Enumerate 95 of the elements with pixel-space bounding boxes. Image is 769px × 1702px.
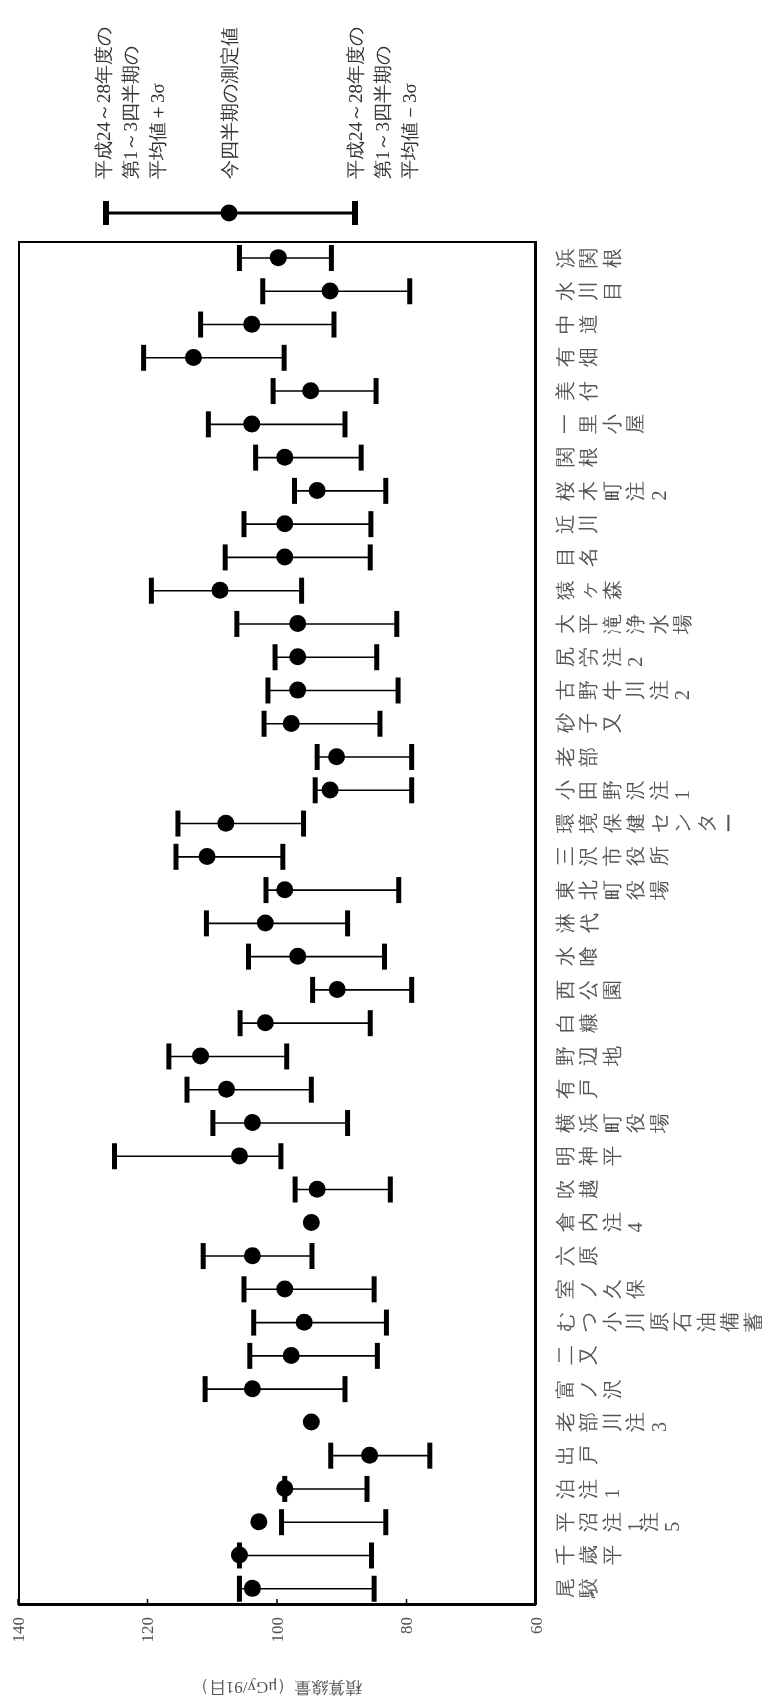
y-tick-label: 明神平 (554, 1142, 623, 1166)
point (276, 515, 294, 533)
point (282, 714, 300, 732)
y-tick-label: 白糠 (554, 1009, 600, 1033)
y-tick-label: 小田野沢注1 (554, 776, 694, 800)
point (230, 1546, 248, 1564)
y-tick-label: 美付 (554, 377, 600, 402)
point (276, 1280, 294, 1298)
y-tick-label: 水喰 (554, 942, 600, 967)
x-tick-label: 60 (526, 1617, 546, 1634)
y-tick-label: むつ小川原石油備蓄 (554, 1308, 764, 1333)
point (243, 415, 261, 433)
point (269, 249, 287, 267)
y-tick-label: 浜関根 (554, 244, 623, 268)
point (289, 648, 307, 666)
point (302, 1413, 320, 1431)
y-tick-label: 二又 (554, 1341, 600, 1366)
y-tick-label: 野辺地 (554, 1042, 623, 1068)
point (217, 814, 235, 832)
point (328, 748, 346, 766)
y-tick-label: 横浜町役場 (554, 1109, 670, 1134)
point (308, 482, 326, 500)
point (243, 1579, 261, 1597)
point (321, 781, 339, 799)
y-tick-label: 桜木町注2 (554, 477, 670, 501)
point (289, 681, 307, 699)
y-tick-label: 六原 (554, 1242, 600, 1266)
text: 今四半期の測定値 (218, 27, 240, 179)
x-axis-title: 積算線量（μGy/91日） (191, 1677, 363, 1697)
point (276, 881, 294, 899)
point (276, 448, 294, 466)
point (192, 1047, 210, 1065)
y-tick-label: 砂子又 (554, 709, 623, 735)
y-tick-label: 老部川注3 (554, 1408, 670, 1433)
text: 第1～3四半期の (119, 46, 141, 179)
point (289, 947, 307, 965)
point (302, 382, 320, 400)
y-tick-label: 東北町役場 (554, 876, 670, 901)
y-tick-label: 近川 (554, 510, 600, 534)
y-tick-label: 老部 (554, 743, 600, 767)
x-tick-label: 100 (267, 1617, 287, 1643)
y-tick-label: 水川目 (554, 277, 623, 301)
y-tick-label: 猿ヶ森 (554, 576, 623, 601)
y-tick-label: 中道 (554, 310, 600, 335)
x-tick-label: 120 (138, 1617, 157, 1643)
point (308, 1180, 326, 1198)
point (243, 1247, 261, 1265)
y-tick-label: 出戸 (554, 1441, 600, 1466)
point (184, 348, 202, 366)
y-tick-label: 尾駮 (554, 1574, 600, 1600)
point (276, 548, 294, 566)
point (361, 1446, 379, 1464)
y-tick-label: 尻労注2 (554, 643, 647, 667)
y-tick-label: 一里小屋 (554, 410, 647, 434)
y-tick-label: 古野牛川注2 (554, 676, 694, 701)
y-tick-label: 関根 (554, 443, 600, 468)
y-tick-label: 倉内注4 (554, 1208, 647, 1233)
text: 平成24～28年度の (344, 27, 366, 179)
y-tick-label: 大平滝浄水場 (554, 610, 694, 635)
y-tick-label: 有畑 (554, 343, 600, 368)
point (276, 1480, 294, 1498)
point (328, 981, 346, 999)
point (302, 1213, 320, 1231)
point (211, 581, 229, 599)
y-tick-label: 三沢市役所 (554, 842, 670, 867)
point (321, 282, 339, 300)
point (282, 1346, 300, 1364)
y-tick-label: 千歳平 (554, 1541, 623, 1566)
text: 平均値－3σ (398, 83, 420, 179)
y-tick-label: 目名 (554, 543, 600, 568)
x-tick-label: 140 (8, 1617, 28, 1643)
y-tick-label: 吹越 (554, 1175, 600, 1200)
y-tick-label: 環境保健センター (554, 809, 741, 835)
point (289, 615, 307, 633)
y-tick-label: 有戸 (554, 1075, 600, 1100)
text: 平均値＋3σ (146, 83, 168, 179)
point (250, 1513, 268, 1531)
point (243, 315, 261, 333)
y-tick-label: 西公園 (554, 976, 623, 1000)
y-tick-label: 平沼注1注5 (554, 1508, 684, 1532)
point (295, 1313, 313, 1331)
point (218, 1080, 235, 1098)
x-tick-label: 80 (397, 1617, 416, 1634)
point (198, 847, 216, 865)
point (230, 1147, 248, 1165)
y-tick-label: 淋代 (554, 909, 600, 934)
text: 第1～3四半期の (371, 46, 393, 179)
point (243, 1380, 261, 1398)
point (256, 1014, 274, 1032)
y-tick-label: 室ノ久保 (554, 1275, 647, 1299)
point (243, 1114, 261, 1132)
y-tick-label: 富ノ沢 (554, 1375, 623, 1399)
y-tick-label: 泊注1 (554, 1475, 623, 1499)
text: 平成24～28年度の (92, 27, 114, 179)
point (256, 914, 274, 932)
